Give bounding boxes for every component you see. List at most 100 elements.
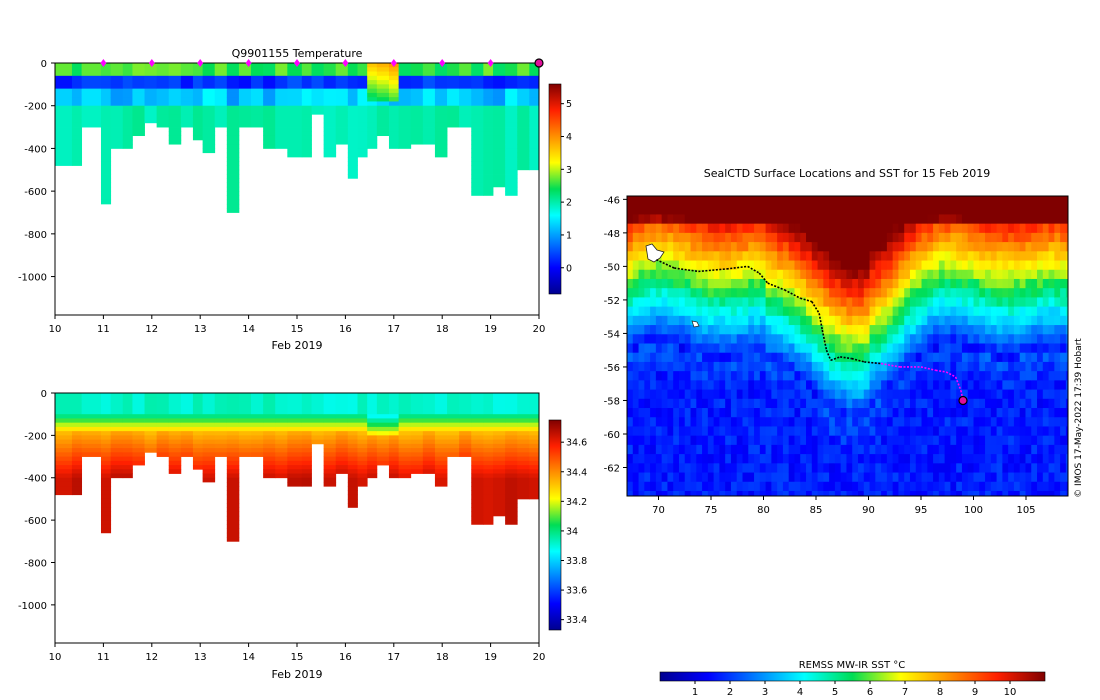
section-cell (55, 477, 73, 483)
sst-cell (655, 196, 663, 206)
section-cell (100, 435, 112, 441)
sst-cell (1031, 269, 1038, 280)
sst-cell (892, 343, 899, 354)
sst-cell (985, 196, 992, 206)
section-cell (110, 101, 124, 107)
sst-cell (961, 417, 969, 427)
sst-cell (759, 232, 767, 243)
section-cell (398, 63, 412, 68)
sst-cell (650, 196, 657, 206)
section-cell (493, 473, 506, 479)
sst-cell (898, 371, 905, 381)
sst-cell (1008, 269, 1015, 280)
section-cell (226, 494, 240, 500)
section-cell (192, 393, 204, 398)
sst-cell (921, 297, 928, 308)
sst-cell (707, 371, 715, 381)
section-cell (335, 443, 349, 449)
sst-cell (661, 371, 668, 381)
section-cell (81, 422, 102, 428)
section-cell (347, 174, 358, 179)
section-cell (529, 486, 539, 491)
sst-cell (667, 426, 674, 437)
section-cell (323, 397, 337, 402)
section-cell (110, 456, 124, 462)
sst-cell (707, 334, 715, 344)
sst-cell (967, 325, 974, 335)
section-cell (493, 397, 506, 402)
sst-cell (886, 205, 894, 215)
section-cell (493, 414, 506, 419)
section-cell (357, 80, 368, 85)
sst-cell (846, 288, 853, 298)
sst-cell (829, 361, 836, 372)
sst-cell (794, 205, 801, 215)
section-cell (388, 135, 400, 141)
section-cell (168, 135, 182, 141)
sst-cell (904, 444, 911, 455)
section-cell (410, 127, 424, 132)
sst-cell (661, 315, 668, 326)
section-cell (226, 520, 240, 525)
section-cell (434, 105, 448, 111)
sst-cell (1025, 196, 1032, 206)
sst-cell (921, 371, 928, 381)
sst-cell (707, 288, 715, 298)
section-cell (471, 477, 484, 483)
sst-cell (650, 343, 657, 354)
sst-cell (852, 334, 859, 344)
sst-cell (713, 435, 720, 446)
sst-cell (1031, 232, 1038, 243)
sst-cell (817, 343, 824, 354)
sst-cell (829, 380, 836, 391)
sst-cell (782, 417, 790, 427)
sst-cell (840, 205, 847, 215)
sst-cell (632, 417, 640, 427)
sst-cell (915, 472, 923, 483)
sst-cell (713, 361, 720, 372)
sst-cell (661, 481, 668, 492)
sst-cell (985, 435, 992, 446)
section-cell (311, 109, 325, 115)
section-cell (192, 71, 204, 77)
sst-cell (707, 435, 715, 446)
section-cell (459, 414, 472, 419)
sst-cell (730, 361, 738, 372)
sst-cell (736, 463, 743, 474)
section-cell (410, 401, 424, 407)
section-cell (447, 409, 460, 415)
sst-cell (777, 214, 784, 225)
sst-cell (690, 260, 697, 271)
section-cell (100, 156, 112, 162)
section-cell (214, 405, 228, 411)
sst-cell (684, 380, 692, 391)
section-cell (335, 397, 349, 402)
sst-cell (944, 251, 951, 262)
sst-cell (759, 417, 767, 427)
section-cell (505, 431, 518, 436)
sst-cell (644, 196, 651, 206)
sst-cell (1008, 398, 1015, 409)
sst-cell (777, 334, 784, 344)
sst-cell (713, 454, 720, 464)
sst-cell (638, 196, 645, 206)
section-cell (81, 101, 102, 107)
sst-cell (1054, 435, 1061, 446)
section-cell (376, 448, 390, 453)
section-cell (357, 97, 368, 102)
sst-cell (973, 269, 980, 280)
section-cell (434, 481, 448, 487)
sst-cell (1025, 481, 1032, 492)
section-cell (81, 418, 102, 424)
sst-cell (684, 288, 692, 298)
sst-cell (650, 278, 657, 289)
sst-cell (661, 214, 668, 225)
section-cell (226, 148, 240, 154)
colorbar-tick-label: 3 (762, 687, 768, 698)
sst-cell (1048, 214, 1055, 225)
sst-cell (933, 205, 940, 215)
sst-cell (765, 398, 772, 409)
section-cell (100, 191, 112, 196)
section-cell (144, 114, 158, 119)
sst-cell (973, 472, 980, 483)
